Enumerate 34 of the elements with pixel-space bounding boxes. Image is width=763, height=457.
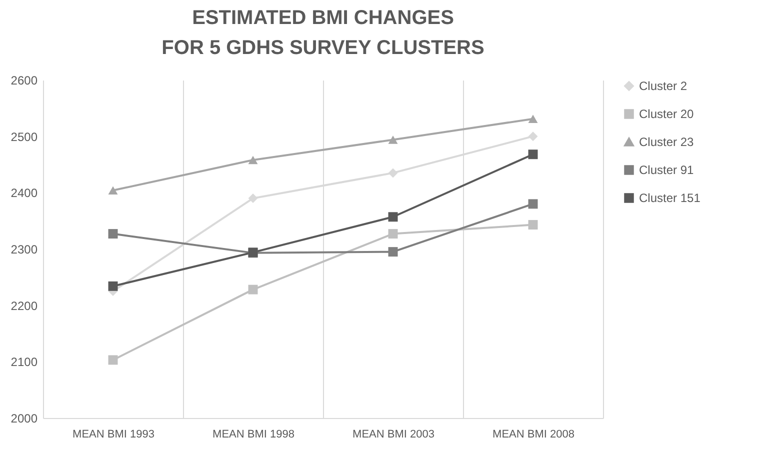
legend-label: Cluster 20	[639, 107, 694, 121]
point	[248, 284, 258, 294]
point	[388, 136, 398, 144]
x-tick-label: MEAN BMI 2003	[352, 428, 434, 440]
point	[388, 247, 398, 257]
point	[248, 194, 258, 204]
point	[528, 114, 538, 123]
y-tick-label: 2400	[10, 186, 38, 200]
point	[528, 132, 538, 142]
y-tick-label: 2600	[10, 74, 38, 88]
point	[108, 229, 118, 239]
point	[388, 212, 398, 222]
legend-label: Cluster 2	[639, 79, 688, 93]
point	[248, 156, 258, 164]
point	[108, 186, 118, 195]
point	[388, 168, 398, 178]
chart-title: ESTIMATED BMI CHANGES FOR 5 GDHS SURVEY CLUSTERS	[162, 7, 484, 59]
point	[108, 281, 118, 291]
x-tick-label: MEAN BMI 2008	[492, 428, 574, 440]
legend-label: Cluster 151	[639, 191, 701, 205]
y-tick-label: 2500	[10, 130, 38, 144]
y-tick-label: 2200	[10, 298, 38, 313]
y-tick-label: 2300	[10, 242, 38, 256]
point	[528, 199, 538, 209]
legend-label: Cluster 91	[639, 163, 694, 177]
point	[528, 150, 538, 160]
x-tick-label: MEAN BMI 1993	[72, 428, 154, 440]
legend-label: Cluster 23	[639, 135, 694, 149]
point	[528, 220, 538, 230]
y-tick-label: 2100	[10, 355, 38, 370]
point	[388, 229, 398, 239]
point	[108, 355, 118, 365]
x-tick-label: MEAN BMI 1998	[212, 428, 294, 440]
y-tick-label: 2000	[10, 412, 38, 426]
